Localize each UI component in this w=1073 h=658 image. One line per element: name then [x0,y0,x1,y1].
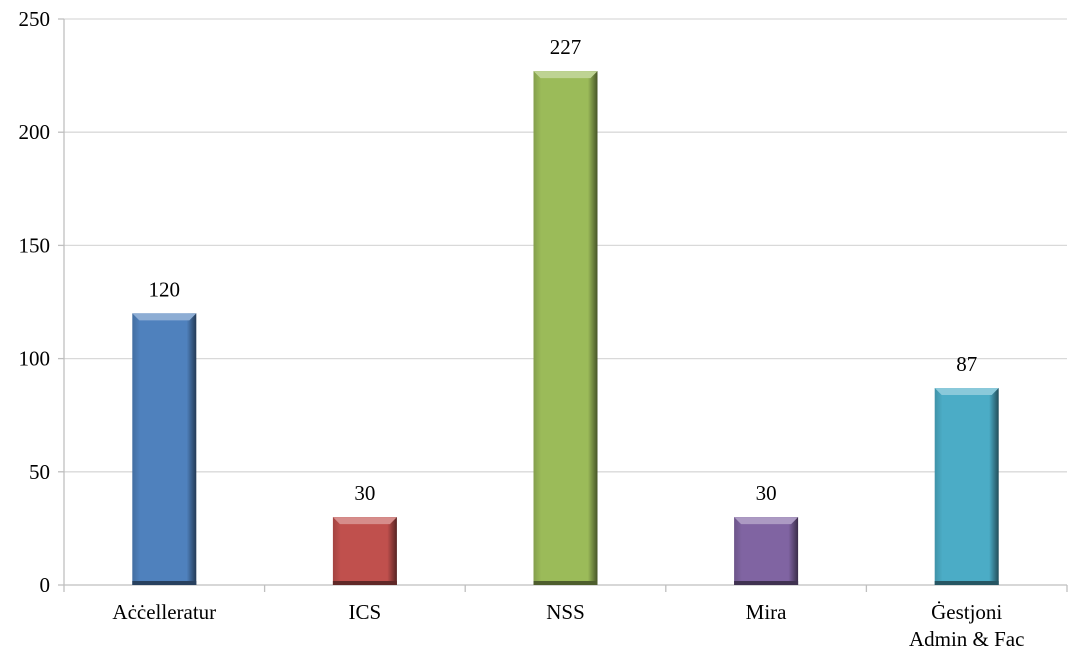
bar-top-bevel [734,517,799,525]
bar [533,71,598,585]
data-labels: 120 30 227 30 87 [149,35,978,505]
bar [132,313,197,585]
data-label: 30 [354,481,375,505]
bar-top-bevel [533,71,598,79]
y-tick-label: 150 [19,233,51,257]
x-tick-label: ICS [349,600,382,624]
bar [934,388,999,585]
bar-body [934,388,999,585]
bar [734,517,799,585]
bar-body [533,71,598,585]
bar-top-bevel [132,313,197,321]
bar-bottom-edge [734,581,799,585]
y-tick-label: 100 [19,347,51,371]
y-tick-label: 0 [40,573,51,597]
bar [332,517,397,585]
bar-bottom-edge [132,581,197,585]
bar-body [734,517,799,585]
y-tick-label: 250 [19,7,51,31]
bar-bottom-edge [934,581,999,585]
x-tick-label: Ġestjoni [931,600,1002,624]
bar-body [332,517,397,585]
bar-top-bevel [332,517,397,525]
data-label: 120 [149,277,181,301]
x-tick-label: Admin & Fac [909,627,1025,651]
y-tick-label: 50 [29,460,50,484]
data-label: 227 [550,35,582,59]
x-tick-label: Mira [746,600,788,624]
x-tick-label: Aċċelleratur [112,600,216,624]
tick-labels: 0 50 100 150 200 250 Aċċelleratur ICS NSS Mira Ġes… [19,7,1025,651]
data-label: 87 [956,352,977,376]
bars [132,71,999,585]
x-tick-label: NSS [546,600,585,624]
data-label: 30 [756,481,777,505]
bar-body [132,313,197,585]
y-tick-label: 200 [19,120,51,144]
bar-bottom-edge [533,581,598,585]
bar-top-bevel [934,388,999,396]
bar-bottom-edge [332,581,397,585]
